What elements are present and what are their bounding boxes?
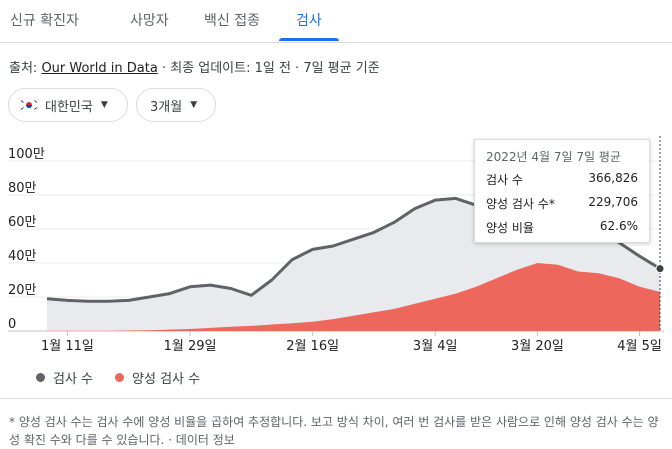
y-tick-label: 80만 — [8, 181, 37, 196]
chart-legend: 검사 수 양성 검사 수 — [36, 368, 200, 387]
tooltip-row-positive: 양성 검사 수* 229,706 — [486, 195, 638, 213]
positive-tests-area — [47, 263, 660, 331]
y-tick-label: 100만 — [8, 147, 45, 162]
dropdown-caret-icon: ▼ — [190, 100, 198, 110]
hover-point — [655, 264, 665, 274]
x-tick-label: 3월 4일 — [413, 339, 458, 354]
range-select[interactable]: 3개월 ▼ — [136, 88, 216, 122]
y-axis-labels: 0 20만 40만 60만 80만 100만 — [8, 147, 45, 332]
x-tick-label: 1월 29일 — [164, 339, 217, 354]
tooltip-label: 양성 비율 — [486, 221, 534, 235]
legend-tests: 검사 수 — [53, 372, 94, 387]
tooltip-value: 62.6% — [599, 219, 638, 233]
legend-positive: 양성 검사 수 — [132, 372, 201, 387]
tests-legend-dot — [36, 373, 45, 382]
tab-bar: 신규 확진자 사망자 백신 접종 검사 — [0, 0, 672, 43]
tooltip-title: 2022년 4월 7일 7일 평균 — [486, 150, 621, 164]
y-tick-label: 0 — [8, 317, 16, 332]
country-label: 대한민국 — [45, 99, 93, 115]
y-tick-label: 60만 — [8, 215, 37, 230]
tab-deaths[interactable]: 사망자 — [130, 13, 169, 29]
active-tab-indicator — [279, 38, 339, 41]
tooltip-label: 검사 수 — [486, 173, 523, 187]
tab-new-cases[interactable]: 신규 확진자 — [10, 13, 79, 29]
tab-vaccination[interactable]: 백신 접종 — [204, 13, 260, 29]
divider — [0, 398, 672, 399]
dropdown-caret-icon: ▼ — [100, 100, 108, 110]
range-label: 3개월 — [150, 99, 183, 115]
positive-legend-dot — [115, 373, 125, 382]
x-axis-labels: 1월 11일 1월 29일 2월 16일 3월 4일 3월 20일 4월 5일 — [41, 331, 662, 354]
tooltip-value: 366,826 — [588, 171, 638, 185]
source-prefix: 출처: — [9, 61, 42, 76]
x-tick-label: 4월 5일 — [617, 339, 662, 354]
x-tick-label: 2월 16일 — [286, 339, 339, 354]
y-tick-label: 20만 — [8, 283, 37, 298]
y-tick-label: 40만 — [8, 249, 37, 264]
tooltip-value: 229,706 — [588, 195, 638, 209]
tooltip-label: 양성 검사 수* — [486, 197, 555, 211]
tooltip-row-rate: 양성 비율 62.6% — [486, 219, 638, 237]
korea-flag-icon — [19, 98, 39, 112]
source-line: 출처: Our World in Data · 최종 업데이트: 1일 전 · … — [9, 57, 380, 76]
x-tick-label: 3월 20일 — [511, 339, 564, 354]
chart-tooltip: 2022년 4월 7일 7일 평균 검사 수 366,826 양성 검사 수* … — [474, 139, 650, 243]
source-link[interactable]: Our World in Data — [41, 61, 158, 76]
tooltip-row-tests: 검사 수 366,826 — [486, 171, 638, 189]
footnote: * 양성 검사 수는 검사 수에 양성 비율을 곱하여 추정합니다. 보고 방식… — [9, 415, 659, 447]
tab-testing[interactable]: 검사 — [296, 13, 322, 29]
country-select[interactable]: 대한민국 ▼ — [8, 88, 128, 122]
update-info: · 최종 업데이트: 1일 전 · 7일 평균 기준 — [157, 61, 380, 76]
x-tick-label: 1월 11일 — [41, 339, 94, 354]
